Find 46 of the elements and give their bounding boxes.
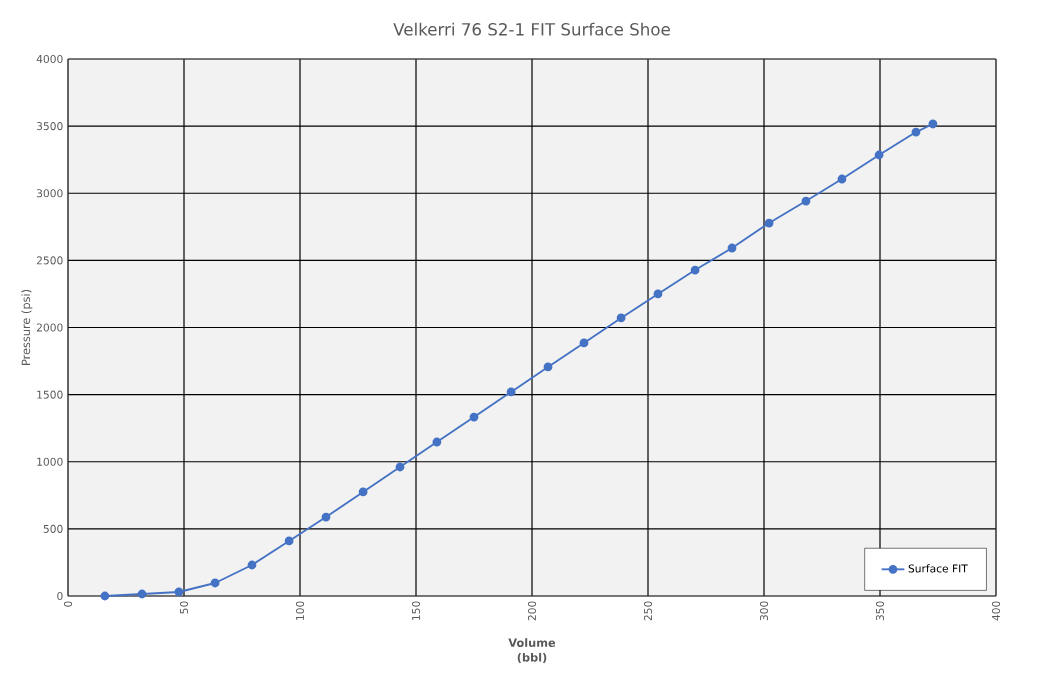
x-tick-label: 0	[63, 601, 73, 607]
x-tick-label: 100	[295, 601, 305, 620]
x-tick-label: 400	[991, 601, 1001, 621]
legend-label: Surface FIT	[908, 564, 968, 573]
point	[432, 437, 442, 447]
y-tick-label: 4000	[36, 54, 63, 64]
point	[210, 578, 220, 588]
chart-title: Velkerri 76 S2-1 FIT Surface Shoe	[393, 22, 670, 36]
point	[874, 150, 884, 160]
point	[506, 387, 516, 397]
point	[358, 487, 368, 497]
x-axis-title: Volume (bbl)	[508, 638, 556, 663]
point	[321, 512, 331, 522]
point	[837, 174, 847, 184]
x-tick-label: 50	[179, 601, 189, 614]
y-tick-label: 2000	[36, 323, 63, 332]
y-tick-label: 2500	[36, 256, 63, 265]
point	[469, 412, 479, 422]
y-tick-label: 3000	[36, 189, 63, 198]
point	[727, 243, 737, 253]
point	[247, 560, 257, 570]
point	[284, 536, 294, 546]
y-tick-label: 500	[43, 524, 63, 533]
point	[764, 218, 774, 228]
x-tick-label: 300	[759, 601, 769, 621]
point	[174, 587, 184, 597]
x-tick-label: 150	[411, 601, 421, 620]
point	[395, 462, 405, 472]
point	[690, 265, 700, 275]
y-tick-label: 1500	[37, 390, 63, 399]
x-tick-label: 250	[643, 601, 653, 621]
point	[928, 119, 938, 129]
point	[653, 289, 663, 299]
y-tick-label: 1000	[37, 457, 63, 466]
point	[543, 362, 553, 372]
point	[616, 313, 626, 323]
y-axis-title: Pressure (psi)	[21, 289, 33, 365]
x-tick-label: 350	[875, 601, 885, 621]
y-tick-label: 3500	[36, 122, 63, 131]
y-tick-label: 0	[57, 591, 63, 601]
point	[579, 338, 589, 348]
x-tick-label: 200	[527, 601, 537, 621]
point	[911, 127, 921, 137]
point	[137, 589, 147, 599]
point	[100, 591, 110, 601]
point	[801, 196, 811, 206]
